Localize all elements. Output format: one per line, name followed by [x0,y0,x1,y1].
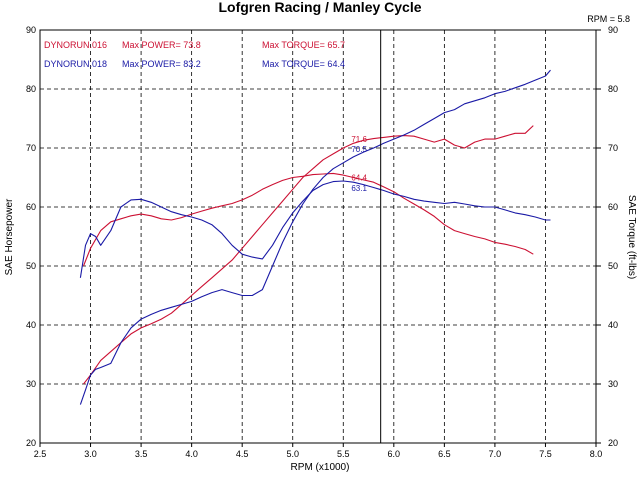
series-line-2 [79,69,551,405]
left-y-tick-label: 70 [26,143,36,153]
x-tick-label: 5.5 [337,449,350,459]
right-y-tick-label: 30 [608,379,618,389]
series-layer [79,69,551,405]
x-tick-label: 8.0 [590,449,603,459]
series-line-0 [83,125,534,385]
x-tick-label: 6.5 [438,449,451,459]
right-y-tick-label: 20 [608,438,618,448]
right-y-tick-label: 60 [608,202,618,212]
left-y-tick-label: 90 [26,25,36,35]
right-y-tick-label: 90 [608,25,618,35]
x-tick-label: 4.5 [236,449,249,459]
peak-annotations: 71.670.5 64.4 63.1 [351,135,367,193]
left-y-tick-label: 50 [26,261,36,271]
cursor-rpm-readout: RPM = 5.8 [587,14,630,24]
right-y-axis-ticks: 20 30 40 50 60 70 80 90 [596,25,618,448]
peak-annotation: 64.4 [351,173,367,182]
legend-max-torque: Max TORQUE= 65.7 [262,40,345,50]
legend-max-power: Max POWER= 73.8 [122,40,201,50]
series-line-1 [82,172,534,267]
peak-annotation: 71.6 [351,135,367,144]
legend: DYNORUN.016 Max POWER= 73.8 Max TORQUE= 65… [44,40,345,69]
x-tick-label: 3.0 [84,449,97,459]
left-y-tick-label: 30 [26,379,36,389]
left-y-axis-label: SAE Horsepower [4,198,15,275]
x-axis-ticks: 2.5 3.0 3.5 4.0 4.5 5.0 5.5 6.0 6.5 7.0 7.5 8.0 [34,443,603,459]
legend-run-name: DYNORUN.018 [44,59,107,69]
left-y-axis-ticks: 20 30 40 50 60 70 80 90 [26,25,36,448]
legend-max-torque: Max TORQUE= 64.4 [262,59,345,69]
left-y-tick-label: 80 [26,84,36,94]
peak-annotation: 70.5 [351,145,367,154]
legend-max-power: Max POWER= 83.2 [122,59,201,69]
series-line-3 [79,180,551,278]
x-tick-label: 2.5 [34,449,47,459]
x-tick-label: 5.0 [286,449,299,459]
legend-run-name: DYNORUN.016 [44,40,107,50]
right-y-tick-label: 80 [608,84,618,94]
right-y-tick-label: 70 [608,143,618,153]
right-y-axis-label: SAE Torque (ft-lbs) [626,195,637,279]
right-y-tick-label: 40 [608,320,618,330]
x-tick-label: 6.0 [388,449,401,459]
x-tick-label: 7.0 [489,449,502,459]
left-y-tick-label: 40 [26,320,36,330]
left-y-tick-label: 20 [26,438,36,448]
x-axis-label: RPM (x1000) [291,462,350,473]
x-tick-label: 4.0 [185,449,198,459]
plot-frame [39,29,597,444]
x-tick-label: 7.5 [539,449,552,459]
left-y-tick-label: 60 [26,202,36,212]
grid-lines [40,30,596,443]
right-y-tick-label: 50 [608,261,618,271]
x-tick-label: 3.5 [135,449,148,459]
chart-title: Lofgren Racing / Manley Cycle [218,0,421,15]
peak-annotation: 63.1 [351,184,367,193]
